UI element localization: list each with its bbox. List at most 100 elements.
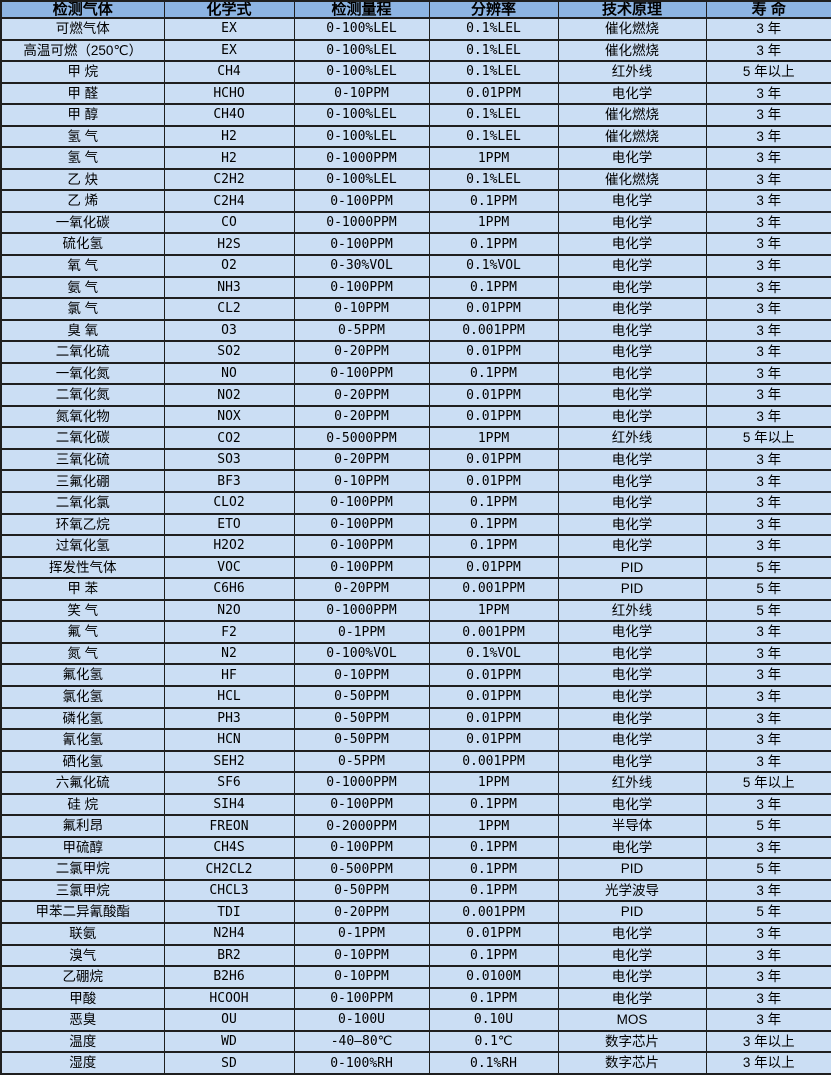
cell-technology-principle: 电化学 bbox=[557, 921, 707, 946]
cell-chemical-formula: FREON bbox=[163, 814, 295, 838]
cell-detection-range: 0-20PPM bbox=[293, 404, 430, 429]
cell-gas-name: 硒化氢 bbox=[0, 749, 165, 774]
cell-lifespan: 3 年 bbox=[705, 404, 831, 429]
cell-technology-principle: 电化学 bbox=[557, 469, 707, 494]
cell-gas-name: 三氟化硼 bbox=[0, 469, 165, 494]
cell-detection-range: 0-1000PPM bbox=[293, 771, 430, 795]
cell-resolution: 0.01PPM bbox=[428, 663, 559, 687]
table-row: 氮 气 N2 0-100%VOL 0.1%VOL 电化学 3 年 bbox=[0, 641, 831, 666]
table-row: 甲 苯 C6H6 0-20PPM 0.001PPM PID 5 年 bbox=[0, 577, 831, 601]
cell-lifespan: 3 年 bbox=[705, 965, 831, 989]
cell-lifespan: 3 年 bbox=[705, 254, 831, 278]
cell-detection-range: 0-50PPM bbox=[293, 728, 430, 752]
cell-resolution: 0.1PPM bbox=[428, 491, 559, 515]
cell-resolution: 0.001PPM bbox=[428, 900, 559, 924]
cell-lifespan: 3 年 bbox=[705, 534, 831, 558]
cell-gas-name: 湿度 bbox=[0, 1051, 165, 1075]
cell-lifespan: 3 年 bbox=[705, 641, 831, 666]
cell-detection-range: 0-20PPM bbox=[293, 447, 430, 472]
cell-resolution: 0.1%LEL bbox=[428, 103, 559, 127]
cell-chemical-formula: SIH4 bbox=[163, 792, 295, 817]
cell-gas-name: 氨 气 bbox=[0, 275, 165, 300]
cell-detection-range: 0-1PPM bbox=[293, 620, 430, 644]
table-row: 温度 WD -40—80℃ 0.1℃ 数字芯片 3 年以上 bbox=[0, 1029, 831, 1054]
cell-chemical-formula: N2H4 bbox=[163, 921, 295, 946]
cell-chemical-formula: C6H6 bbox=[163, 577, 295, 601]
cell-lifespan: 3 年 bbox=[705, 447, 831, 472]
cell-gas-name: 氰化氢 bbox=[0, 728, 165, 752]
cell-technology-principle: 数字芯片 bbox=[557, 1029, 707, 1054]
cell-resolution: 1PPM bbox=[428, 210, 559, 235]
cell-detection-range: 0-100PPM bbox=[293, 491, 430, 515]
cell-technology-principle: 电化学 bbox=[557, 663, 707, 687]
cell-lifespan: 3 年 bbox=[705, 728, 831, 752]
cell-detection-range: 0-100PPM bbox=[293, 986, 430, 1011]
cell-detection-range: 0-20PPM bbox=[293, 340, 430, 364]
cell-lifespan: 3 年 bbox=[705, 275, 831, 300]
cell-lifespan: 3 年 bbox=[705, 512, 831, 537]
cell-technology-principle: 电化学 bbox=[557, 835, 707, 860]
table-row: 甲 醇 CH4O 0-100%LEL 0.1%LEL 催化燃烧 3 年 bbox=[0, 103, 831, 127]
table-row: 三氯甲烷 CHCL3 0-50PPM 0.1PPM 光学波导 3 年 bbox=[0, 878, 831, 903]
cell-gas-name: 过氧化氢 bbox=[0, 534, 165, 558]
cell-detection-range: 0-10PPM bbox=[293, 663, 430, 687]
cell-lifespan: 3 年 bbox=[705, 146, 831, 170]
cell-resolution: 0.001PPM bbox=[428, 577, 559, 601]
cell-gas-name: 臭 氧 bbox=[0, 318, 165, 343]
cell-chemical-formula: BR2 bbox=[163, 943, 295, 968]
cell-technology-principle: 电化学 bbox=[557, 146, 707, 170]
table-row: 过氧化氢 H2O2 0-100PPM 0.1PPM 电化学 3 年 bbox=[0, 534, 831, 558]
table-row: 氯化氢 HCL 0-50PPM 0.01PPM 电化学 3 年 bbox=[0, 684, 831, 709]
cell-chemical-formula: CO bbox=[163, 210, 295, 235]
cell-resolution: 0.1%LEL bbox=[428, 60, 559, 84]
cell-chemical-formula: CH4 bbox=[163, 60, 295, 84]
cell-chemical-formula: C2H4 bbox=[163, 189, 295, 213]
cell-gas-name: 硅 烷 bbox=[0, 792, 165, 817]
cell-technology-principle: 电化学 bbox=[557, 81, 707, 106]
cell-detection-range: 0-1000PPM bbox=[293, 210, 430, 235]
cell-resolution: 1PPM bbox=[428, 146, 559, 170]
cell-chemical-formula: CL2 bbox=[163, 297, 295, 321]
cell-technology-principle: PID bbox=[557, 900, 707, 924]
cell-gas-name: 氮氧化物 bbox=[0, 404, 165, 429]
cell-chemical-formula: ETO bbox=[163, 512, 295, 537]
cell-gas-name: 三氧化硫 bbox=[0, 447, 165, 472]
cell-gas-name: 甲苯二异氰酸酯 bbox=[0, 900, 165, 924]
cell-resolution: 0.1PPM bbox=[428, 512, 559, 537]
cell-lifespan: 3 年 bbox=[705, 620, 831, 644]
cell-chemical-formula: SO2 bbox=[163, 340, 295, 364]
cell-lifespan: 5 年 bbox=[705, 814, 831, 838]
cell-chemical-formula: TDI bbox=[163, 900, 295, 924]
cell-chemical-formula: CH4O bbox=[163, 103, 295, 127]
cell-detection-range: 0-20PPM bbox=[293, 577, 430, 601]
table-row: 甲酸 HCOOH 0-100PPM 0.1PPM 电化学 3 年 bbox=[0, 986, 831, 1011]
cell-detection-range: 0-100%RH bbox=[293, 1051, 430, 1075]
table-row: 可燃气体 EX 0-100%LEL 0.1%LEL 催化燃烧 3 年 bbox=[0, 17, 831, 41]
cell-detection-range: 0-100%LEL bbox=[293, 167, 430, 192]
cell-gas-name: 氟利昂 bbox=[0, 814, 165, 838]
cell-technology-principle: 电化学 bbox=[557, 792, 707, 817]
table-row: 湿度 SD 0-100%RH 0.1%RH 数字芯片 3 年以上 bbox=[0, 1051, 831, 1075]
cell-chemical-formula: OU bbox=[163, 1008, 295, 1032]
header-row: 检测气体 化学式 检测量程 分辨率 技术原理寿 命 bbox=[0, 0, 831, 19]
cell-lifespan: 3 年 bbox=[705, 878, 831, 903]
table-row: 氟 气 F2 0-1PPM 0.001PPM 电化学 3 年 bbox=[0, 620, 831, 644]
cell-detection-range: 0-10PPM bbox=[293, 469, 430, 494]
cell-technology-principle: PID bbox=[557, 555, 707, 580]
table-row: 二氧化氯 CLO2 0-100PPM 0.1PPM 电化学 3 年 bbox=[0, 491, 831, 515]
cell-chemical-formula: N2O bbox=[163, 598, 295, 623]
cell-chemical-formula: WD bbox=[163, 1029, 295, 1054]
cell-detection-range: 0-100PPM bbox=[293, 275, 430, 300]
cell-lifespan: 3 年 bbox=[705, 663, 831, 687]
cell-lifespan: 5 年 bbox=[705, 555, 831, 580]
cell-detection-range: 0-50PPM bbox=[293, 706, 430, 731]
cell-lifespan: 3 年 bbox=[705, 706, 831, 731]
cell-gas-name: 一氧化碳 bbox=[0, 210, 165, 235]
table-row: 氟利昂 FREON 0-2000PPM 1PPM 半导体 5 年 bbox=[0, 814, 831, 838]
cell-technology-principle: 电化学 bbox=[557, 318, 707, 343]
cell-chemical-formula: CO2 bbox=[163, 426, 295, 450]
cell-detection-range: 0-10PPM bbox=[293, 297, 430, 321]
cell-technology-principle: 催化燃烧 bbox=[557, 38, 707, 63]
cell-chemical-formula: HCL bbox=[163, 684, 295, 709]
table-body: 可燃气体 EX 0-100%LEL 0.1%LEL 催化燃烧 3 年高温可燃（250℃） E… bbox=[0, 17, 831, 1075]
